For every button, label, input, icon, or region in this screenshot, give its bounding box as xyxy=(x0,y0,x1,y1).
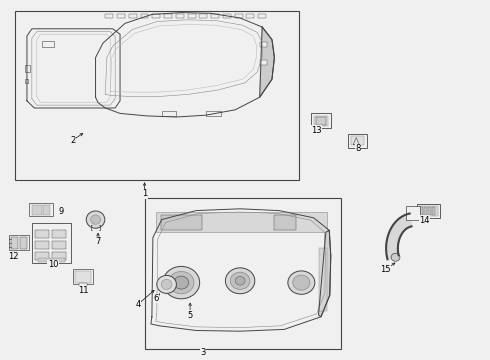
Bar xyxy=(35,252,49,260)
Bar xyxy=(235,14,243,18)
Bar xyxy=(428,207,431,215)
Bar xyxy=(316,117,326,125)
Ellipse shape xyxy=(391,253,400,261)
Bar xyxy=(35,241,49,249)
Bar xyxy=(15,11,299,180)
Bar xyxy=(20,237,27,249)
Bar xyxy=(199,14,207,18)
Text: 13: 13 xyxy=(311,126,321,135)
Ellipse shape xyxy=(288,271,315,294)
Bar xyxy=(406,206,420,220)
Bar xyxy=(73,269,93,284)
Text: 8: 8 xyxy=(355,144,360,153)
Bar xyxy=(43,205,50,215)
Text: 3: 3 xyxy=(201,348,206,356)
Bar xyxy=(105,14,113,18)
Bar xyxy=(258,14,266,18)
Polygon shape xyxy=(318,230,331,317)
Bar xyxy=(424,207,427,215)
Ellipse shape xyxy=(86,211,105,228)
Bar xyxy=(260,42,267,47)
Bar xyxy=(319,248,327,311)
Bar xyxy=(176,14,184,18)
Ellipse shape xyxy=(293,275,310,290)
Ellipse shape xyxy=(161,279,172,289)
Polygon shape xyxy=(260,27,274,97)
Bar xyxy=(145,198,341,349)
Text: 5: 5 xyxy=(188,310,193,320)
Bar xyxy=(164,14,172,18)
Ellipse shape xyxy=(163,266,200,299)
Ellipse shape xyxy=(230,272,250,289)
Ellipse shape xyxy=(169,271,194,294)
Text: 15: 15 xyxy=(380,265,391,274)
Text: 14: 14 xyxy=(419,216,430,225)
Bar xyxy=(32,205,42,215)
Bar xyxy=(29,203,53,216)
Text: 1: 1 xyxy=(142,189,147,198)
Bar xyxy=(246,14,254,18)
Bar xyxy=(117,14,125,18)
Bar xyxy=(274,215,296,230)
Bar xyxy=(152,14,160,18)
Bar xyxy=(156,212,327,232)
Bar xyxy=(79,283,87,289)
Ellipse shape xyxy=(91,215,100,224)
Bar xyxy=(351,136,364,145)
Bar xyxy=(206,111,220,116)
Bar xyxy=(314,116,328,126)
Text: 11: 11 xyxy=(78,286,89,295)
Polygon shape xyxy=(386,213,412,259)
Text: 2: 2 xyxy=(70,136,75,145)
Bar xyxy=(129,14,137,18)
Bar xyxy=(24,65,30,72)
Text: 6: 6 xyxy=(153,294,158,302)
Text: 10: 10 xyxy=(48,260,58,269)
Text: 4: 4 xyxy=(136,300,141,309)
Bar xyxy=(311,113,331,128)
Ellipse shape xyxy=(157,275,176,293)
Bar xyxy=(161,215,202,230)
Bar xyxy=(38,258,65,262)
Bar xyxy=(348,134,367,148)
Bar xyxy=(42,41,54,47)
Bar xyxy=(420,207,423,215)
Ellipse shape xyxy=(174,276,189,289)
Bar xyxy=(24,79,28,83)
Bar xyxy=(52,230,66,238)
Text: 9: 9 xyxy=(59,207,64,216)
Bar xyxy=(75,271,91,283)
Bar xyxy=(9,235,29,250)
Bar xyxy=(188,14,196,18)
Ellipse shape xyxy=(225,268,255,294)
Text: 12: 12 xyxy=(8,252,19,261)
Bar xyxy=(211,14,219,18)
Bar xyxy=(141,14,148,18)
Ellipse shape xyxy=(235,276,245,285)
Bar xyxy=(223,14,231,18)
Bar xyxy=(162,111,176,116)
Bar xyxy=(260,60,267,65)
Bar xyxy=(416,204,440,218)
Bar xyxy=(32,223,71,263)
Bar xyxy=(432,207,435,215)
Bar xyxy=(52,252,66,260)
Bar xyxy=(419,206,438,216)
Bar xyxy=(52,241,66,249)
Text: 7: 7 xyxy=(96,238,100,247)
Bar xyxy=(35,230,49,238)
Bar xyxy=(11,237,18,249)
